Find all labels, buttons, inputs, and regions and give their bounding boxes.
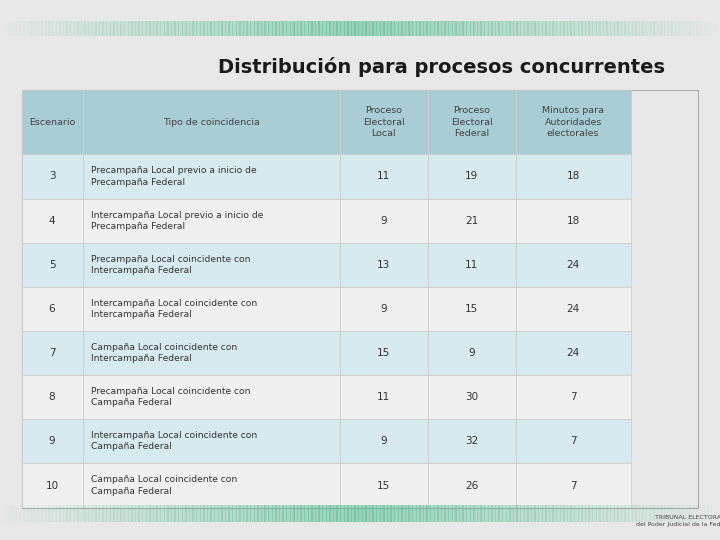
Text: 15: 15 — [377, 481, 390, 490]
Bar — [83, 199, 340, 242]
Text: Escenario: Escenario — [29, 118, 75, 126]
Bar — [516, 242, 631, 287]
Text: 11: 11 — [465, 260, 478, 270]
Text: 7: 7 — [570, 436, 577, 447]
Text: 10: 10 — [45, 481, 58, 490]
Text: 11: 11 — [377, 172, 390, 181]
Bar — [428, 331, 516, 375]
Text: 21: 21 — [465, 215, 478, 226]
Text: TRIBUNAL ELECTORAL
del Poder Judicial de la Federación: TRIBUNAL ELECTORAL del Poder Judicial de… — [636, 515, 720, 527]
Text: 19: 19 — [465, 172, 478, 181]
Bar — [22, 90, 83, 154]
Bar — [428, 375, 516, 419]
Bar — [428, 463, 516, 508]
Text: Proceso
Electoral
Federal: Proceso Electoral Federal — [451, 106, 492, 138]
Bar — [516, 419, 631, 463]
Text: 9: 9 — [380, 304, 387, 314]
Text: Campaña Local coincidente con
Intercampaña Federal: Campaña Local coincidente con Intercampa… — [91, 343, 237, 363]
Text: 3: 3 — [49, 172, 55, 181]
Bar — [340, 463, 428, 508]
Bar — [428, 199, 516, 242]
Bar — [428, 242, 516, 287]
Text: Minutos para
Autoridades
electorales: Minutos para Autoridades electorales — [542, 106, 604, 138]
Bar — [22, 375, 83, 419]
Text: 4: 4 — [49, 215, 55, 226]
Text: 18: 18 — [567, 172, 580, 181]
Text: 15: 15 — [377, 348, 390, 358]
Text: Intercampaña Local coincidente con
Intercampaña Federal: Intercampaña Local coincidente con Inter… — [91, 299, 257, 319]
Text: Precampaña Local previo a inicio de
Precampaña Federal: Precampaña Local previo a inicio de Prec… — [91, 166, 256, 186]
Bar — [340, 419, 428, 463]
Bar — [340, 154, 428, 199]
Text: 26: 26 — [465, 481, 478, 490]
Bar — [428, 419, 516, 463]
Bar — [340, 242, 428, 287]
Text: Tipo de coincidencia: Tipo de coincidencia — [163, 118, 259, 126]
Bar — [22, 287, 83, 331]
Bar — [516, 90, 631, 154]
Text: 7: 7 — [49, 348, 55, 358]
Text: Precampaña Local coincidente con
Campaña Federal: Precampaña Local coincidente con Campaña… — [91, 387, 250, 407]
Bar — [83, 419, 340, 463]
Text: Intercampaña Local previo a inicio de
Precampaña Federal: Intercampaña Local previo a inicio de Pr… — [91, 211, 263, 231]
Text: Campaña Local coincidente con
Campaña Federal: Campaña Local coincidente con Campaña Fe… — [91, 476, 237, 496]
Text: 7: 7 — [570, 481, 577, 490]
Text: 24: 24 — [567, 348, 580, 358]
Text: 9: 9 — [49, 436, 55, 447]
Bar — [22, 419, 83, 463]
Text: Proceso
Electoral
Local: Proceso Electoral Local — [363, 106, 405, 138]
Bar — [428, 287, 516, 331]
Bar — [516, 287, 631, 331]
Text: 5: 5 — [49, 260, 55, 270]
Text: 32: 32 — [465, 436, 478, 447]
Bar — [22, 199, 83, 242]
Bar — [428, 90, 516, 154]
Bar — [516, 154, 631, 199]
Bar — [83, 90, 340, 154]
Bar — [516, 199, 631, 242]
Bar — [340, 199, 428, 242]
Bar — [340, 90, 428, 154]
Text: Intercampaña Local coincidente con
Campaña Federal: Intercampaña Local coincidente con Campa… — [91, 431, 257, 451]
Bar — [83, 375, 340, 419]
Bar — [83, 287, 340, 331]
Bar — [340, 375, 428, 419]
Text: 8: 8 — [49, 392, 55, 402]
Bar — [83, 242, 340, 287]
Bar — [516, 463, 631, 508]
Bar — [428, 154, 516, 199]
Text: 9: 9 — [468, 348, 475, 358]
Text: 13: 13 — [377, 260, 390, 270]
Bar — [22, 331, 83, 375]
Bar — [340, 287, 428, 331]
Text: 24: 24 — [567, 260, 580, 270]
Bar — [22, 463, 83, 508]
Text: Distribución para procesos concurrentes: Distribución para procesos concurrentes — [217, 57, 665, 77]
Text: 6: 6 — [49, 304, 55, 314]
Bar — [83, 331, 340, 375]
Bar — [22, 154, 83, 199]
Bar — [83, 463, 340, 508]
Text: 30: 30 — [465, 392, 478, 402]
Bar — [340, 331, 428, 375]
Bar — [22, 242, 83, 287]
Text: Precampaña Local coincidente con
Intercampaña Federal: Precampaña Local coincidente con Interca… — [91, 255, 250, 275]
Bar — [516, 331, 631, 375]
Text: 7: 7 — [570, 392, 577, 402]
Text: 9: 9 — [380, 215, 387, 226]
Bar — [516, 375, 631, 419]
Text: 9: 9 — [380, 436, 387, 447]
Text: 24: 24 — [567, 304, 580, 314]
Text: 15: 15 — [465, 304, 478, 314]
Text: 11: 11 — [377, 392, 390, 402]
Bar — [83, 154, 340, 199]
Text: 18: 18 — [567, 215, 580, 226]
